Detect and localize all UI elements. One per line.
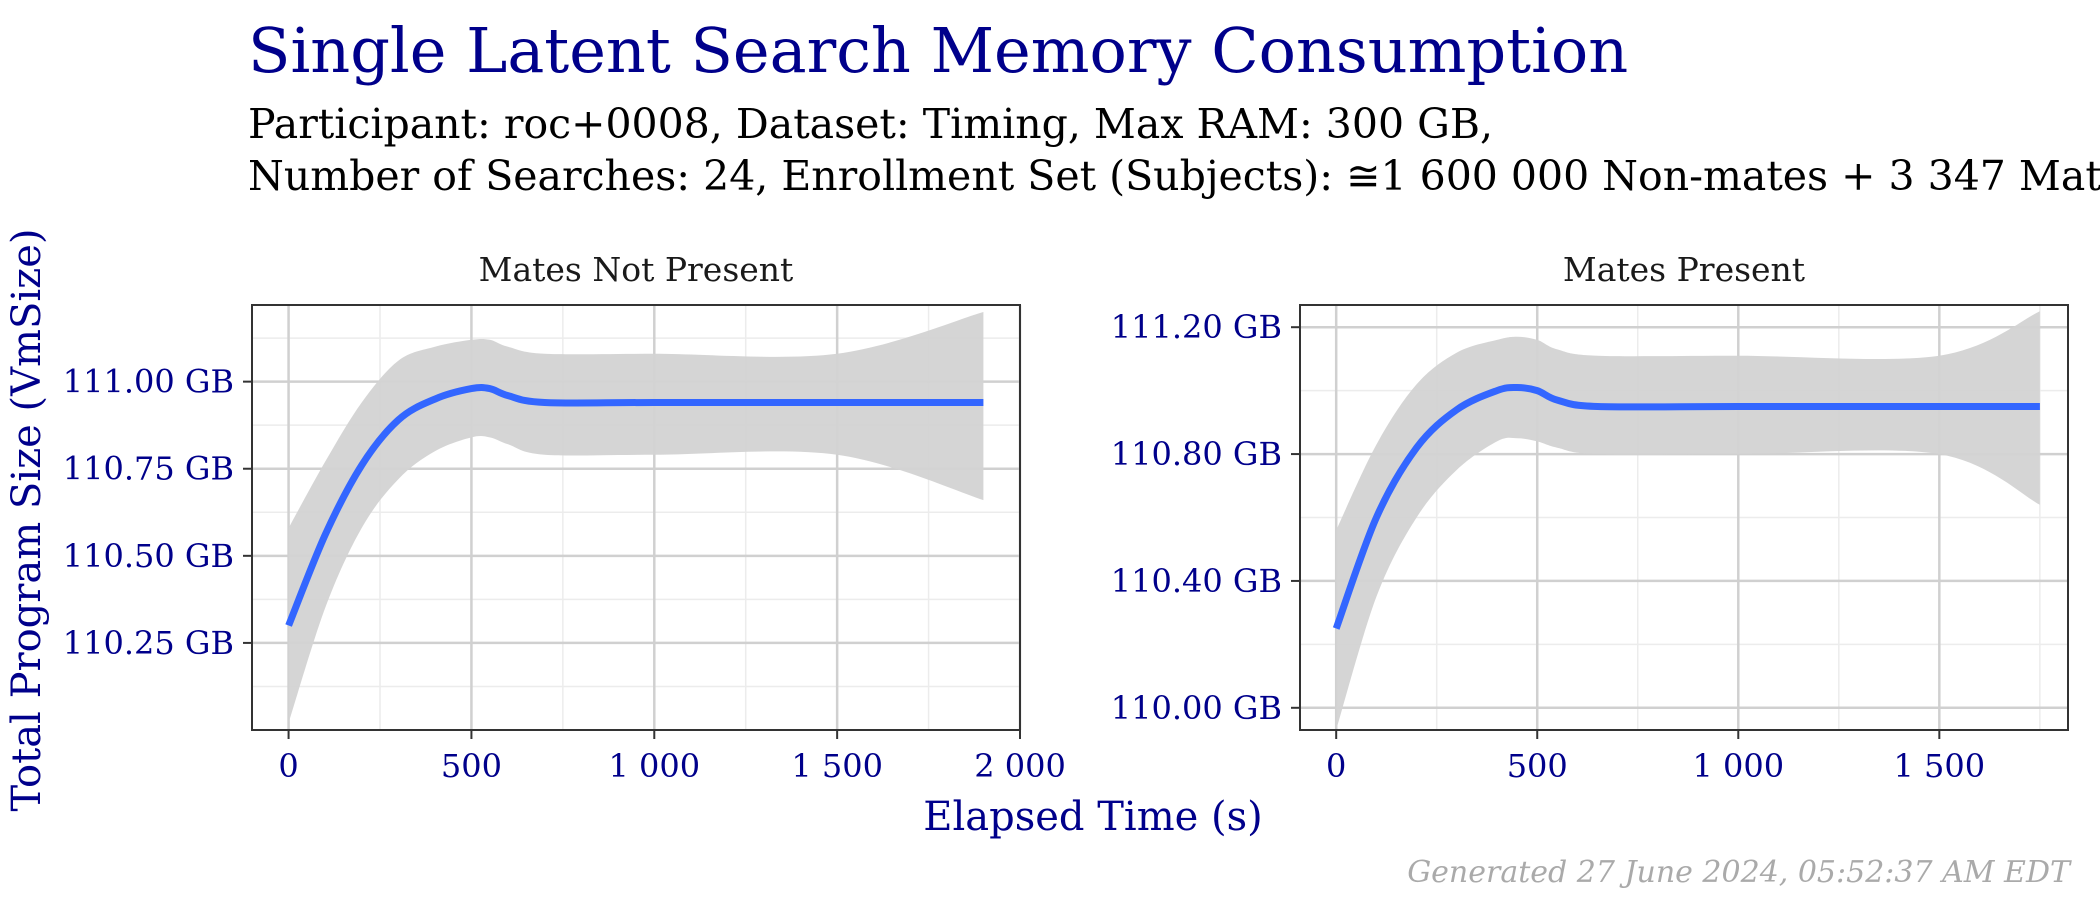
- y-tick-label: 110.80 GB: [1111, 435, 1282, 473]
- panel-mates-present: Mates Present 0 500 1 000 1 500 110.00 GB 110.…: [1111, 250, 2069, 785]
- panel-border: [1299, 304, 2069, 731]
- x-tick-label: 2 000: [974, 747, 1066, 785]
- chart-subtitle-line-1: Participant: roc+0008, Dataset: Timing, …: [248, 100, 1493, 148]
- panel-title: Mates Present: [1563, 250, 1805, 289]
- panel-mates-not-present: Mates Not Present 0 500 1 000 1 500 2 000 110.…: [63, 250, 1066, 785]
- chart-subtitle-line-2: Number of Searches: 24, Enrollment Set (…: [248, 152, 2100, 200]
- x-tick-label: 500: [1507, 747, 1568, 785]
- y-tick-label: 110.50 GB: [63, 537, 234, 575]
- x-axis-label: Elapsed Time (s): [923, 794, 1263, 840]
- x-tick-label: 1 500: [791, 747, 883, 785]
- smoothed-line: [1332, 383, 2040, 630]
- x-tick-label: 1 500: [1894, 747, 1986, 785]
- smoothed-line: [285, 384, 984, 627]
- x-tick-label: 0: [278, 747, 298, 785]
- panel-border: [251, 304, 1021, 731]
- y-tick-label: 111.00 GB: [63, 363, 234, 401]
- chart-panels: Mates Not Present 0 500 1 000 1 500 2 000 110.…: [63, 250, 2069, 785]
- generated-caption: Generated 27 June 2024, 05:52:37 AM EDT: [1407, 855, 2070, 890]
- y-tick-label: 110.40 GB: [1111, 562, 1282, 600]
- y-tick-label: 110.75 GB: [63, 450, 234, 488]
- y-tick-label: 111.20 GB: [1111, 308, 1282, 346]
- x-tick-label: 1 000: [1692, 747, 1784, 785]
- x-tick-label: 500: [441, 747, 502, 785]
- y-tick-label: 110.25 GB: [63, 624, 234, 662]
- y-axis-label: Total Program Size (VmSize): [4, 228, 50, 811]
- x-tick-label: 0: [1326, 747, 1346, 785]
- chart-title: Single Latent Search Memory Consumption: [248, 14, 1629, 87]
- y-tick-label: 110.00 GB: [1111, 689, 1282, 727]
- panel-title: Mates Not Present: [479, 250, 794, 289]
- x-tick-label: 1 000: [608, 747, 700, 785]
- confidence-band: [1336, 311, 2040, 730]
- confidence-band: [288, 312, 984, 723]
